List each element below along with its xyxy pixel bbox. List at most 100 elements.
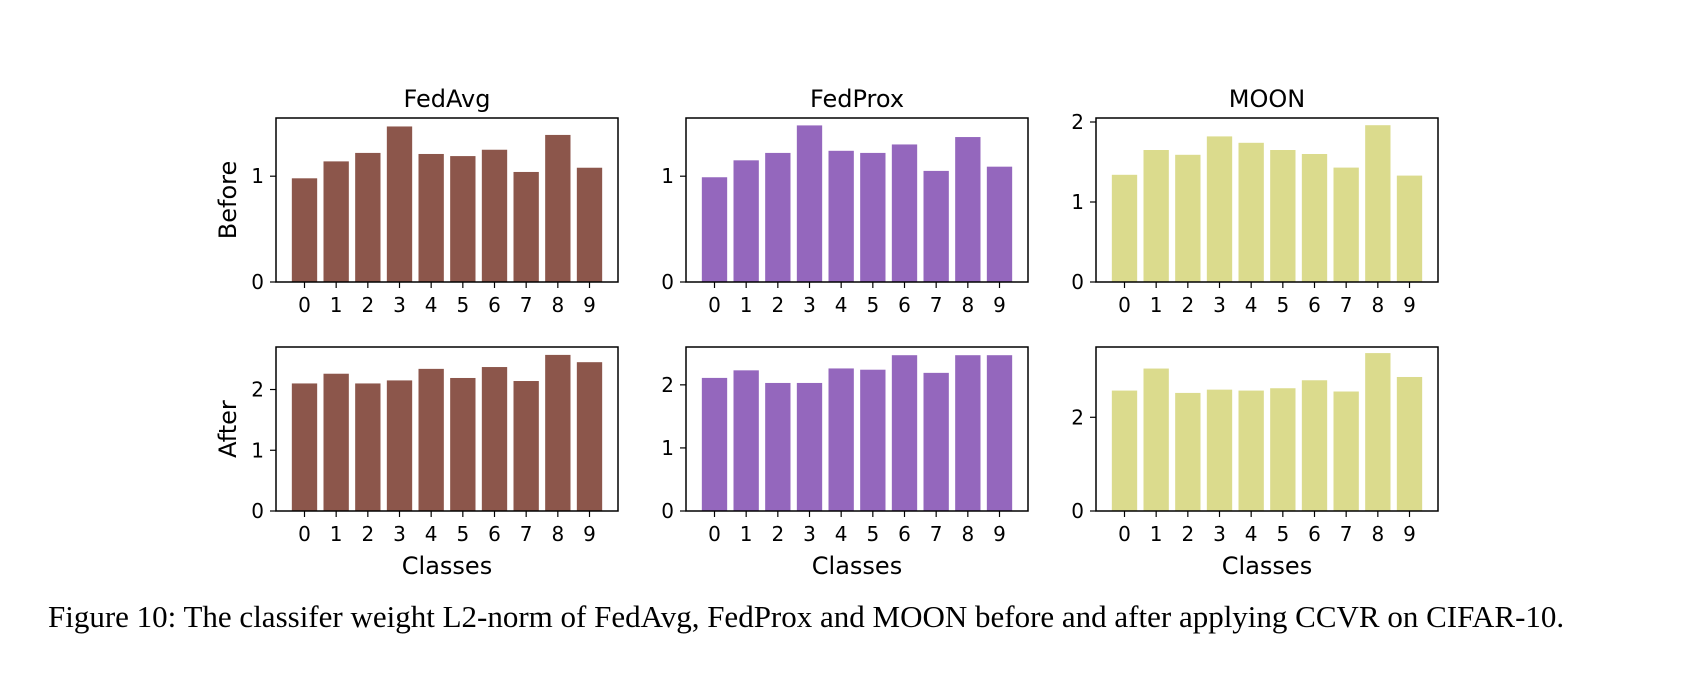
y-tick-label: 1 [661, 164, 674, 188]
y-tick-label: 2 [1071, 405, 1084, 429]
bar [955, 355, 981, 511]
x-tick-label: 8 [1371, 293, 1384, 317]
bar [1396, 175, 1423, 282]
chart-title: FedAvg [404, 85, 491, 113]
bar [796, 125, 823, 282]
x-tick-label: 7 [520, 522, 533, 546]
bar [828, 368, 854, 511]
x-tick-label: 2 [771, 293, 784, 317]
x-tick-label: 4 [835, 522, 848, 546]
x-tick-label: 0 [1118, 522, 1131, 546]
bar [955, 137, 981, 282]
x-tick-label: 6 [898, 522, 911, 546]
y-axis-label: After [214, 400, 242, 458]
x-tick-label: 9 [1403, 293, 1416, 317]
bar [923, 372, 949, 511]
bar [481, 367, 508, 511]
x-tick-label: 1 [740, 293, 753, 317]
bar [765, 382, 791, 511]
y-tick-label: 2 [1071, 110, 1084, 134]
bar [733, 370, 759, 511]
bar [1301, 154, 1328, 282]
x-tick-label: 5 [456, 293, 469, 317]
x-tick-label: 6 [898, 293, 911, 317]
bar [450, 156, 476, 282]
x-tick-label: 8 [551, 522, 564, 546]
x-tick-label: 1 [330, 293, 343, 317]
x-tick-label: 3 [803, 522, 816, 546]
bar [386, 380, 413, 511]
x-tick-label: 7 [930, 522, 943, 546]
bar [418, 153, 444, 282]
bar [1333, 167, 1359, 282]
x-tick-label: 4 [835, 293, 848, 317]
y-tick-label: 0 [251, 499, 264, 523]
x-tick-label: 2 [1181, 293, 1194, 317]
x-tick-label: 4 [1245, 522, 1258, 546]
bar [891, 355, 918, 511]
bar [513, 171, 539, 282]
y-tick-label: 0 [661, 499, 674, 523]
bar [1396, 376, 1423, 511]
x-tick-label: 5 [866, 522, 879, 546]
bar [1270, 150, 1296, 282]
x-tick-label: 0 [708, 522, 721, 546]
bar [828, 150, 854, 282]
y-tick-label: 0 [1071, 499, 1084, 523]
x-tick-label: 4 [1245, 293, 1258, 317]
x-tick-label: 2 [1181, 522, 1194, 546]
x-tick-label: 4 [425, 293, 438, 317]
x-tick-label: 7 [930, 293, 943, 317]
x-tick-label: 6 [1308, 522, 1321, 546]
x-tick-label: 8 [551, 293, 564, 317]
bar [1333, 391, 1359, 511]
bar [323, 161, 349, 282]
axes-frame [1095, 117, 1439, 283]
bar [860, 369, 886, 511]
y-tick-label: 2 [251, 378, 264, 402]
x-tick-label: 9 [1403, 522, 1416, 546]
x-tick-label: 9 [583, 293, 596, 317]
x-tick-label: 2 [361, 522, 374, 546]
bar [1206, 389, 1233, 511]
bar [733, 160, 759, 282]
x-tick-label: 0 [298, 293, 311, 317]
bar [1175, 154, 1201, 282]
x-axis-label: Classes [812, 552, 902, 580]
x-tick-label: 0 [1118, 293, 1131, 317]
bar [1206, 136, 1233, 282]
x-tick-label: 6 [488, 293, 501, 317]
x-tick-label: 9 [993, 522, 1006, 546]
bar [1111, 174, 1138, 282]
bar [1301, 380, 1328, 511]
y-tick-label: 1 [661, 436, 674, 460]
bar [513, 381, 539, 511]
chart-title: MOON [1229, 85, 1305, 113]
bar [1111, 390, 1138, 511]
axes-frame [275, 346, 619, 512]
x-tick-label: 0 [708, 293, 721, 317]
bar [576, 362, 603, 511]
axes-frame [1095, 346, 1439, 512]
y-tick-label: 0 [1071, 270, 1084, 294]
bar [545, 134, 571, 282]
x-tick-label: 1 [1150, 522, 1163, 546]
y-tick-label: 1 [1071, 190, 1084, 214]
x-tick-label: 5 [1276, 522, 1289, 546]
x-tick-label: 8 [961, 293, 974, 317]
x-tick-label: 6 [1308, 293, 1321, 317]
bar [1238, 390, 1264, 511]
bar [1175, 392, 1201, 511]
x-tick-label: 5 [866, 293, 879, 317]
x-tick-label: 0 [298, 522, 311, 546]
bar [323, 373, 349, 511]
x-tick-label: 5 [1276, 293, 1289, 317]
bar [291, 383, 318, 511]
bar [1238, 142, 1264, 282]
